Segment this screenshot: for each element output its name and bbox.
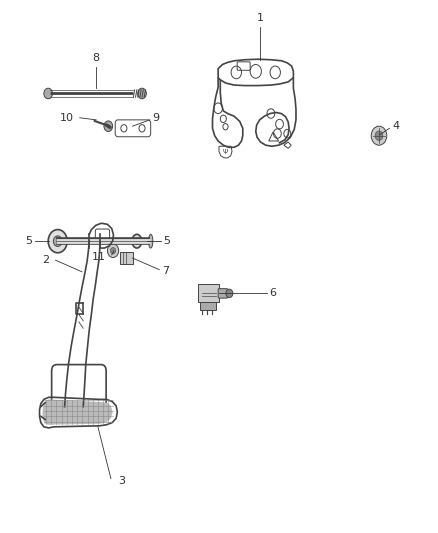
Ellipse shape [132, 235, 141, 248]
Text: 11: 11 [92, 252, 106, 262]
Text: 2: 2 [42, 255, 49, 265]
Circle shape [375, 131, 383, 140]
Ellipse shape [53, 235, 57, 248]
Polygon shape [42, 399, 113, 425]
Circle shape [53, 236, 62, 246]
Circle shape [371, 126, 387, 145]
Text: 6: 6 [269, 288, 276, 298]
Ellipse shape [148, 235, 153, 248]
Text: 5: 5 [164, 236, 171, 246]
FancyBboxPatch shape [200, 302, 216, 310]
Circle shape [226, 289, 233, 297]
Text: 8: 8 [92, 53, 99, 63]
Text: Ψ: Ψ [223, 149, 228, 155]
FancyBboxPatch shape [120, 252, 133, 264]
Text: 7: 7 [162, 266, 169, 276]
Text: 10: 10 [60, 113, 74, 123]
Circle shape [104, 121, 113, 132]
FancyBboxPatch shape [198, 285, 219, 302]
Text: 1: 1 [257, 13, 264, 23]
Text: 3: 3 [118, 476, 125, 486]
Circle shape [138, 88, 146, 99]
Text: 4: 4 [392, 121, 399, 131]
Text: 5: 5 [25, 236, 32, 246]
Circle shape [110, 247, 116, 254]
Circle shape [107, 244, 119, 257]
Text: 9: 9 [152, 114, 159, 123]
FancyBboxPatch shape [218, 289, 228, 298]
Circle shape [44, 88, 53, 99]
Ellipse shape [134, 238, 139, 244]
Circle shape [48, 230, 67, 253]
